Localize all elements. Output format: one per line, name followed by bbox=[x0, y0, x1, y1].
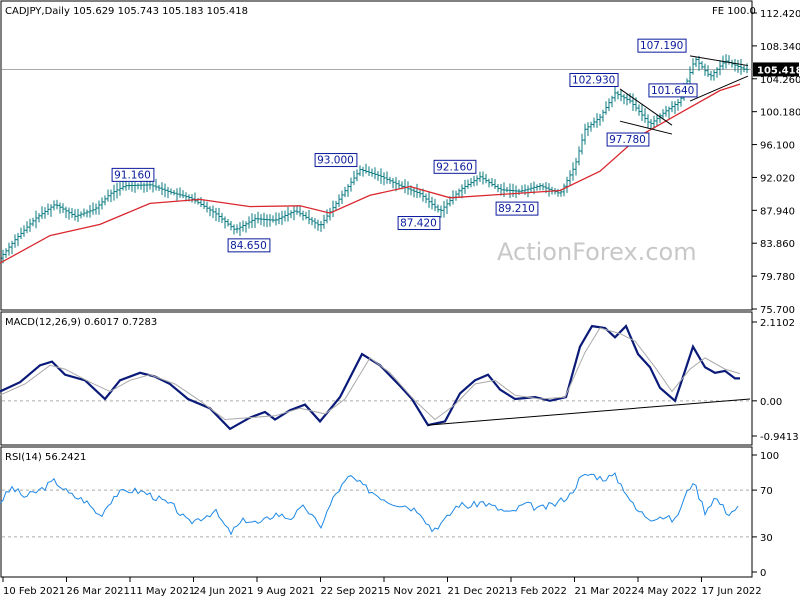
price-axis-label: 87.940 bbox=[760, 206, 795, 217]
price-level-label: 91.160 bbox=[114, 169, 151, 181]
macd-panel-title: MACD(12,26,9) 0.6017 0.7283 bbox=[5, 317, 157, 328]
price-axis-label: 96.100 bbox=[760, 141, 795, 152]
watermark: ActionForex.com bbox=[497, 238, 697, 266]
price-trendline bbox=[689, 55, 749, 67]
price-axis-label: 112.420 bbox=[760, 9, 800, 20]
price-level-tag bbox=[606, 132, 650, 147]
current-price-box bbox=[753, 62, 799, 77]
price-level-tag bbox=[637, 38, 687, 53]
moving-average-line bbox=[0, 83, 741, 264]
macd-trendline bbox=[427, 398, 751, 426]
price-level-label: 107.190 bbox=[640, 40, 683, 52]
price-level-tag bbox=[397, 216, 441, 231]
date-axis-label: 11 May 2021 bbox=[130, 586, 195, 597]
price-level-tag bbox=[495, 201, 539, 216]
date-axis-label: 10 Feb 2021 bbox=[3, 586, 65, 597]
date-axis-label: 26 Mar 2021 bbox=[67, 586, 130, 597]
price-panel-title: CADJPY,Daily 105.629 105.743 105.183 105… bbox=[5, 6, 248, 17]
rsi-axis-label: 30 bbox=[760, 533, 773, 544]
date-axis-label: 5 Nov 2021 bbox=[384, 586, 442, 597]
price-level-label: 93.000 bbox=[317, 155, 354, 167]
date-axis-label: 24 Jun 2021 bbox=[194, 586, 254, 597]
price-axis-label: 79.780 bbox=[760, 272, 795, 283]
current-price-label: 105.418 bbox=[757, 65, 800, 76]
macd-axis-label: -0.9413 bbox=[760, 432, 799, 443]
price-level-label: 97.780 bbox=[609, 134, 646, 146]
price-trendline bbox=[689, 75, 749, 102]
price-axis-label: 75.700 bbox=[760, 305, 795, 316]
rsi-axis-label: 70 bbox=[760, 486, 773, 497]
price-level-tag bbox=[111, 167, 155, 182]
date-axis-label: 9 Aug 2021 bbox=[257, 586, 315, 597]
price-axis-label: 92.020 bbox=[760, 173, 795, 184]
price-trendline bbox=[619, 88, 673, 126]
rsi-axis-label: 0 bbox=[760, 568, 766, 579]
price-trendline bbox=[619, 120, 673, 135]
rsi-axis-label: 100 bbox=[760, 451, 779, 462]
date-axis-label: 4 May 2022 bbox=[638, 586, 697, 597]
price-level-label: 92.160 bbox=[436, 161, 473, 173]
price-level-tag bbox=[227, 238, 271, 253]
price-axis-label: 108.340 bbox=[760, 42, 800, 53]
price-level-label: 84.650 bbox=[230, 240, 267, 252]
rsi-panel-frame bbox=[0, 446, 753, 578]
macd-axis-label: 2.1102 bbox=[760, 318, 795, 329]
price-level-label: 101.640 bbox=[651, 85, 694, 97]
price-axis-label: 104.260 bbox=[760, 75, 800, 86]
macd-panel-frame bbox=[0, 311, 753, 446]
price-level-label: 87.420 bbox=[400, 218, 437, 230]
price-level-label: 102.930 bbox=[572, 74, 615, 86]
macd-axis-label: 0.00 bbox=[760, 397, 782, 408]
price-level-label: 89.210 bbox=[498, 203, 535, 215]
date-axis-label: 21 Mar 2022 bbox=[575, 586, 638, 597]
macd-signal-line bbox=[0, 327, 741, 421]
rsi-line bbox=[0, 472, 739, 536]
rsi-panel-title: RSI(14) 56.2421 bbox=[5, 452, 86, 463]
price-level-tag bbox=[433, 159, 477, 174]
symbol-label: CADJPY,Daily bbox=[5, 6, 70, 17]
price-axis-label: 100.180 bbox=[760, 108, 800, 119]
price-panel-frame bbox=[0, 0, 753, 311]
ohlc-values: 105.629 105.743 105.183 105.418 bbox=[73, 6, 248, 17]
date-axis-label: 17 Jun 2022 bbox=[702, 586, 762, 597]
price-level-tag bbox=[569, 72, 619, 87]
date-axis-label: 3 Feb 2022 bbox=[511, 586, 567, 597]
date-axis-label: 22 Sep 2021 bbox=[321, 586, 384, 597]
fe-label: FE 100.0 bbox=[712, 6, 756, 17]
price-level-tag bbox=[648, 83, 698, 98]
price-axis-label: 83.860 bbox=[760, 239, 795, 250]
price-level-tag bbox=[314, 153, 358, 168]
date-axis-label: 21 Dec 2021 bbox=[448, 586, 512, 597]
